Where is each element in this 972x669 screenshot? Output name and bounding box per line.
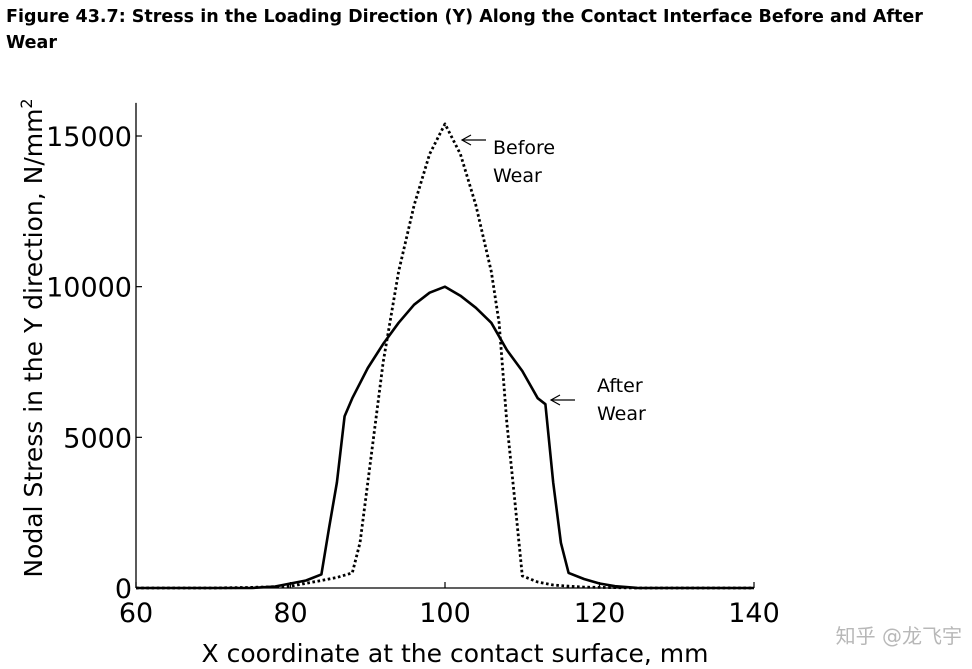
watermark-text: 知乎 @龙飞宇: [835, 624, 962, 648]
series-before-wear-line: [136, 122, 754, 590]
x-tick-label: 60: [119, 598, 153, 629]
y-tick-label: 15000: [46, 122, 132, 153]
annotation-layer: Before Wear After Wear: [460, 134, 646, 425]
y-axis-label-text: Nodal Stress in the Y direction, N/mm: [19, 109, 48, 578]
after-wear-label-line1: After: [597, 375, 643, 397]
y-axis-label: Nodal Stress in the Y direction, N/mm2: [17, 98, 48, 577]
series-layer: [136, 122, 754, 590]
x-tick-label: 100: [419, 598, 471, 629]
y-tick-label: 10000: [46, 273, 132, 304]
x-tick-label: 80: [273, 598, 307, 629]
before-wear-arrow-head: [460, 134, 472, 146]
before-wear-label-line2: Wear: [493, 165, 542, 187]
x-axis-label: X coordinate at the contact surface, mm: [202, 639, 709, 668]
y-tick-label: 0: [115, 574, 132, 605]
y-tick-label: 5000: [63, 423, 132, 454]
axes-layer: 60 80 100 120 140 0 5000 10000 15000 X coordinate…: [17, 98, 780, 668]
after-wear-label-line2: Wear: [597, 403, 646, 425]
series-after-wear-line: [136, 285, 754, 590]
figure-title: Figure 43.7: Stress in the Loading Direc…: [6, 7, 923, 53]
x-tick-label: 140: [728, 598, 780, 629]
x-tick-label: 120: [574, 598, 626, 629]
y-axis-label-superscript: 2: [17, 98, 36, 108]
before-wear-label-line1: Before: [493, 137, 555, 159]
after-wear-arrow-head: [549, 394, 561, 406]
